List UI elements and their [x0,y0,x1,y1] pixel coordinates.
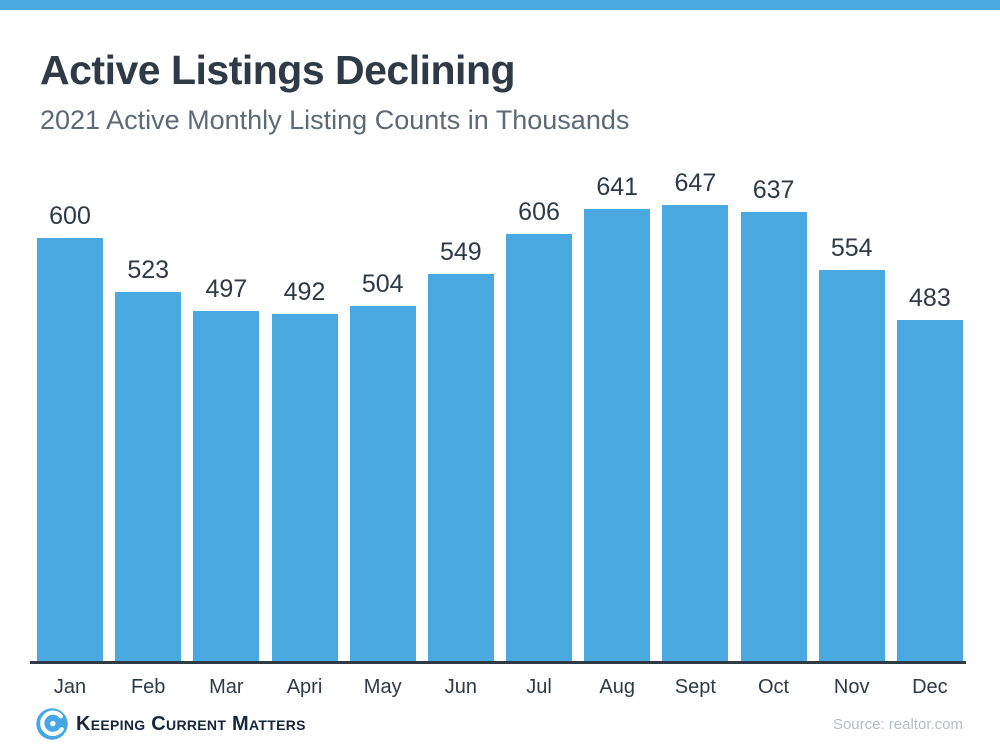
brand-logo-text: Keeping Current Matters [76,712,306,735]
bar-column: 637 [740,176,807,662]
bar-column: 554 [818,234,885,662]
page-title: Active Listings Declining [40,47,516,93]
bar-value-label: 497 [205,275,248,304]
x-axis-label: Nov [833,676,870,699]
brand-logo: Keeping Current Matters [35,707,306,741]
bar [271,314,338,662]
chart-header: Active Listings Declining 2021 Active Mo… [40,47,960,136]
footer: Keeping Current Matters Source: realtor.… [35,707,963,741]
bar-value-label: 483 [909,284,951,313]
bar-value-label: 504 [361,270,404,299]
x-axis-line [30,661,966,665]
x-axis-label: Feb [130,676,166,699]
bar [37,238,103,662]
x-axis-label: Apri [286,676,323,699]
bar-column: 647 [662,169,729,662]
bar-value-label: 523 [127,256,170,285]
bar [584,209,651,662]
bar-column: 497 [193,275,260,662]
bar [427,274,494,662]
bar-value-label: 647 [674,169,717,198]
bar-column: 600 [37,202,103,662]
bar-value-label: 641 [596,173,639,202]
bar-value-label: 492 [283,278,326,307]
bar [662,205,729,662]
x-axis-label: Aug [599,676,635,699]
bar-column: 492 [271,278,338,662]
kcm-swirl-icon [35,707,69,741]
bar [349,306,416,662]
bar [506,234,573,662]
x-axis-label: Oct [757,676,790,699]
bar-value-label: 606 [518,198,560,227]
x-axis-labels: Jan Feb Mar Apri May Jun Jul Aug Sept Oct Nov Dec [37,676,963,699]
bar-column: 504 [349,270,416,662]
bar-series: 600 523 497 492 504 549 606 641 647 637 554 483 [37,156,963,662]
bar-value-label: 549 [440,238,482,267]
x-axis-label: May [363,676,402,699]
top-accent-bar [0,0,1000,10]
bar-column: 483 [896,284,963,662]
bar-column: 641 [584,173,651,662]
bar [896,320,963,662]
bar-column: 606 [506,198,573,662]
source-attribution: Source: realtor.com [832,715,963,733]
page-subtitle: 2021 Active Monthly Listing Counts in Th… [40,105,630,136]
bar-column: 523 [115,256,182,662]
bar [115,292,182,662]
bar [193,311,260,662]
bar [818,270,885,662]
x-axis-label: Jun [444,676,477,699]
x-axis-label: Sept [674,676,716,699]
x-axis-label: Dec [912,676,948,699]
bar-column: 549 [427,238,494,662]
bar-value-label: 554 [830,234,873,263]
bar [740,212,807,662]
bar-value-label: 600 [49,202,91,231]
x-axis-label: Mar [209,676,244,699]
bar-chart: 600 523 497 492 504 549 606 641 647 637 554 483 [37,156,963,662]
x-axis-label: Jul [526,676,552,699]
x-axis-label: Jan [53,676,87,699]
bar-value-label: 637 [752,176,795,205]
